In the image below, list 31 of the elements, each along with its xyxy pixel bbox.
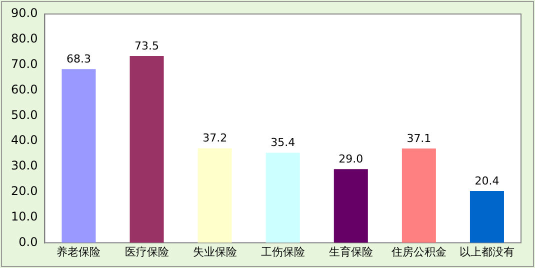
bar <box>62 69 96 243</box>
data-label: 37.2 <box>202 132 228 145</box>
y-tick-label: 40.0 <box>11 133 38 148</box>
y-tick-label: 90.0 <box>11 6 38 20</box>
data-label: 37.1 <box>406 132 432 145</box>
x-tick-label: 工伤保险 <box>260 245 305 258</box>
y-tick-label: 70.0 <box>11 56 38 71</box>
data-label: 73.5 <box>134 39 160 52</box>
bar <box>402 148 436 243</box>
x-tick-label: 生育保险 <box>328 245 373 258</box>
data-label: 35.4 <box>270 136 296 150</box>
y-tick-label: 50.0 <box>11 108 38 122</box>
x-tick-label: 医疗保险 <box>124 245 169 258</box>
bar <box>470 190 504 243</box>
y-tick-label: 60.0 <box>11 82 38 96</box>
x-tick-label: 养老保险 <box>56 245 101 258</box>
x-tick-label: 以上都没有 <box>459 245 514 258</box>
y-tick-label: 10.0 <box>11 210 38 224</box>
data-label: 68.3 <box>66 52 91 66</box>
data-label: 29.0 <box>338 152 364 166</box>
bar <box>198 148 232 243</box>
data-label: 20.4 <box>474 174 500 188</box>
x-tick-label: 住房公积金 <box>391 245 446 258</box>
bar <box>334 169 368 243</box>
y-tick-label: 20.0 <box>11 184 38 198</box>
y-tick-label: 80.0 <box>11 32 38 46</box>
bar <box>130 56 164 243</box>
y-tick-label: 0.0 <box>18 234 38 249</box>
y-tick-label: 30.0 <box>11 158 38 173</box>
x-tick-label: 失业保险 <box>192 245 237 258</box>
bar <box>266 152 300 243</box>
